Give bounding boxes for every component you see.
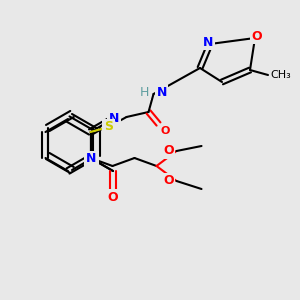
Text: N: N	[109, 112, 119, 124]
Text: CH₃: CH₃	[270, 70, 291, 80]
Text: O: O	[160, 126, 170, 136]
Text: H: H	[140, 85, 149, 98]
Text: O: O	[252, 29, 262, 43]
Text: N: N	[86, 152, 97, 166]
Text: N: N	[203, 35, 213, 49]
Text: O: O	[163, 175, 173, 188]
Text: S: S	[104, 121, 113, 134]
Text: N: N	[157, 85, 167, 98]
Text: O: O	[108, 191, 118, 204]
Text: O: O	[163, 145, 173, 158]
